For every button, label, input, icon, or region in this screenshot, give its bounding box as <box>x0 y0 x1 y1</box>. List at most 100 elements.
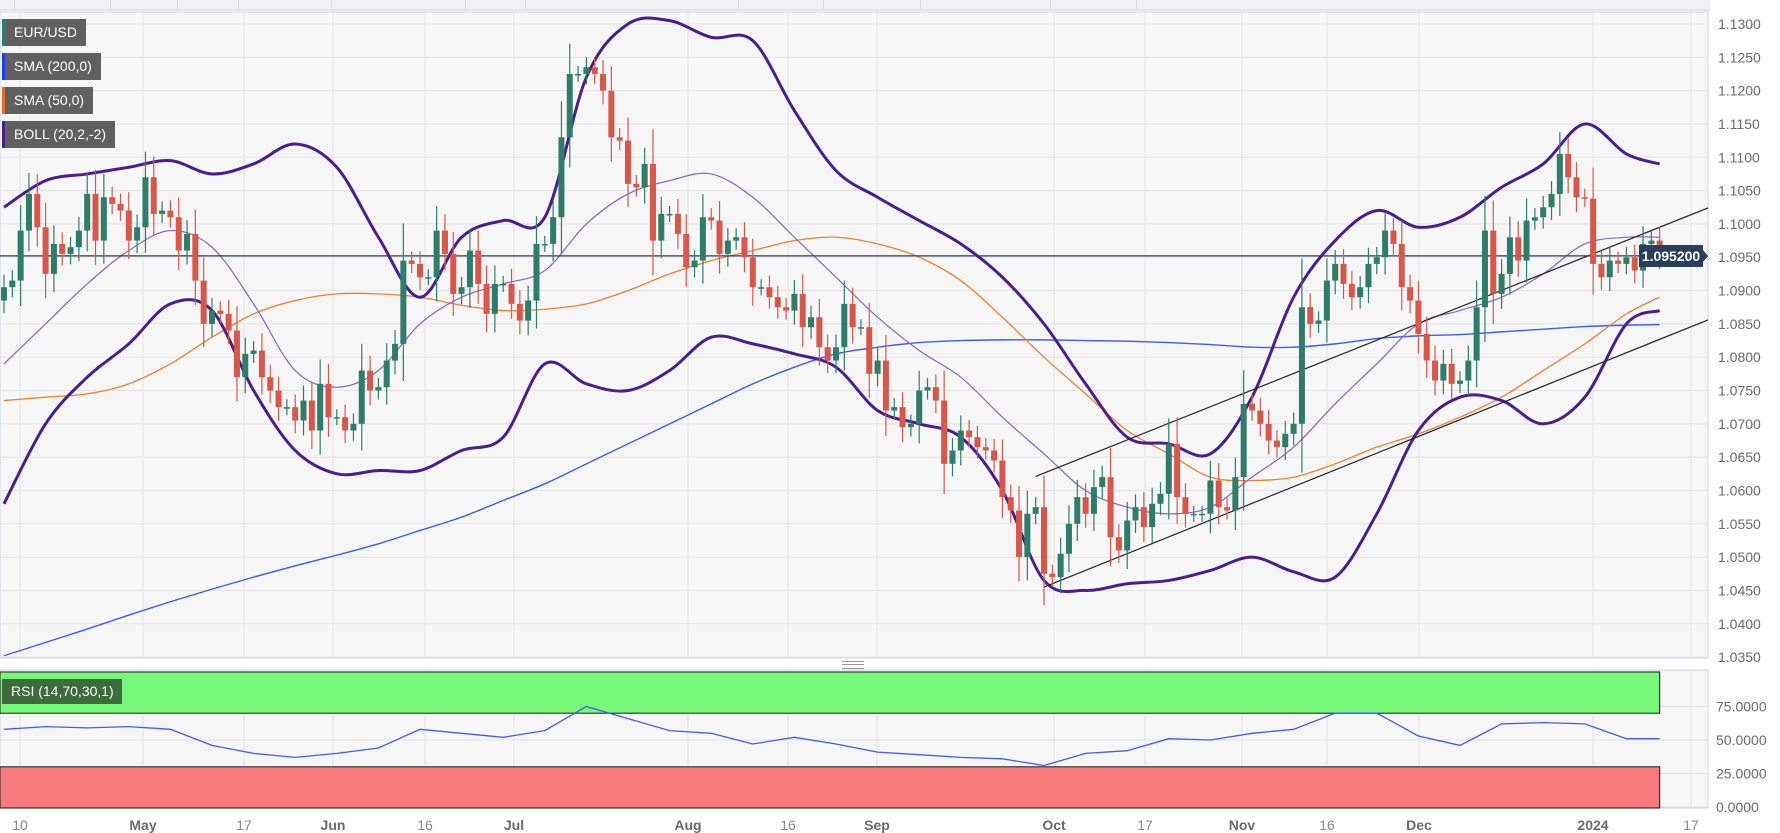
candle <box>383 343 390 405</box>
candle-body <box>824 347 831 361</box>
candle <box>1473 280 1480 388</box>
price-tick-label: 1.1000 <box>1718 216 1761 232</box>
candle-body <box>857 327 864 329</box>
candle <box>1556 131 1563 216</box>
candle-body <box>1165 443 1172 494</box>
candle-body <box>400 260 407 344</box>
candle-body <box>1515 237 1522 261</box>
legend-bollinger[interactable]: BOLL (20,2,-2) <box>2 121 116 148</box>
candle <box>774 285 781 319</box>
time-tick-label: Nov <box>1229 817 1256 833</box>
legend-eurusd[interactable]: EUR/USD <box>2 19 87 46</box>
candle-body <box>358 370 365 424</box>
candle-body <box>516 303 523 321</box>
candle <box>100 174 107 264</box>
candle-body <box>333 417 340 419</box>
price-tick-label: 1.0500 <box>1718 549 1761 565</box>
candle-body <box>957 430 964 451</box>
candle-body <box>167 210 174 218</box>
candle-body <box>741 237 748 258</box>
candle <box>974 425 981 459</box>
candle <box>1581 188 1588 208</box>
candle-body <box>949 450 956 464</box>
candle <box>1382 213 1389 275</box>
candle-body <box>117 203 124 211</box>
candle-body <box>1 287 7 301</box>
legend-sma-200[interactable]: SMA (200,0) <box>2 53 101 80</box>
time-tick-label: 2024 <box>1577 817 1608 833</box>
candle-body <box>450 253 457 294</box>
candle-body <box>766 287 773 298</box>
candle-body <box>641 163 648 188</box>
candle-body <box>1174 443 1181 498</box>
time-tick-label: 17 <box>236 817 252 833</box>
candle-body <box>1565 153 1572 178</box>
candle <box>42 202 49 299</box>
candle <box>841 280 848 371</box>
candle-body <box>907 423 914 428</box>
candle-body <box>325 383 332 418</box>
candle-body <box>1132 507 1139 521</box>
candle-body <box>783 307 790 311</box>
candle-body <box>649 163 656 241</box>
price-tick-label: 1.0600 <box>1718 482 1761 498</box>
candle-body <box>991 450 998 461</box>
candle <box>849 287 856 344</box>
candle <box>209 297 215 337</box>
candle-body <box>159 210 166 214</box>
candle <box>1506 216 1513 295</box>
candle-body <box>666 213 673 216</box>
candle <box>1265 410 1272 455</box>
axis-labels: 1.1300 1.1250 1.1200 1.1150 1.1100 1.1050 1.10… <box>12 16 1767 833</box>
candle <box>1107 448 1114 567</box>
candle-body <box>267 377 274 391</box>
candle-body <box>999 460 1006 498</box>
candle-body <box>192 233 199 281</box>
candle <box>475 230 482 304</box>
pane-resize-handle[interactable] <box>842 661 864 669</box>
candle <box>1149 487 1156 544</box>
price-tick-label: 1.0700 <box>1718 416 1761 432</box>
legend-sma-50[interactable]: SMA (50,0) <box>2 87 94 114</box>
price-tick-label: 1.0900 <box>1718 283 1761 299</box>
candle-body <box>258 350 265 378</box>
legend-color-bar <box>2 121 5 148</box>
candle-body <box>833 347 839 361</box>
candle-body <box>1615 260 1622 264</box>
candle-body <box>791 293 798 311</box>
legend-label: EUR/USD <box>14 24 78 40</box>
candle <box>1041 475 1047 606</box>
legend-color-bar <box>2 87 5 114</box>
candle <box>1290 412 1297 446</box>
candle <box>134 214 141 254</box>
channel-lower-trendline[interactable] <box>1043 319 1709 588</box>
candle <box>1615 251 1622 274</box>
candle <box>882 335 889 437</box>
candle <box>175 197 182 271</box>
candle <box>1082 483 1089 528</box>
candle-body <box>1357 287 1364 298</box>
candle <box>899 392 906 443</box>
candle <box>1490 200 1497 325</box>
candle-body <box>1556 153 1563 194</box>
candle <box>1240 370 1247 511</box>
candle <box>1390 217 1397 257</box>
candle-body <box>150 177 157 214</box>
candle <box>142 151 149 253</box>
sma-50-line <box>3 236 1660 482</box>
candle <box>1432 345 1439 396</box>
candle-body <box>433 230 440 278</box>
bollinger-upper-band <box>3 16 1661 458</box>
candle-body <box>109 197 116 204</box>
candle-body <box>658 213 665 241</box>
legend-rsi[interactable]: RSI (14,70,30,1) <box>2 679 122 704</box>
candle <box>791 280 798 325</box>
candle <box>874 347 881 387</box>
candle <box>1232 457 1239 531</box>
candle-body <box>1265 423 1272 441</box>
candle <box>1448 348 1455 399</box>
candle <box>317 359 324 455</box>
candle-body <box>1448 363 1455 384</box>
candle-body <box>1398 243 1405 288</box>
